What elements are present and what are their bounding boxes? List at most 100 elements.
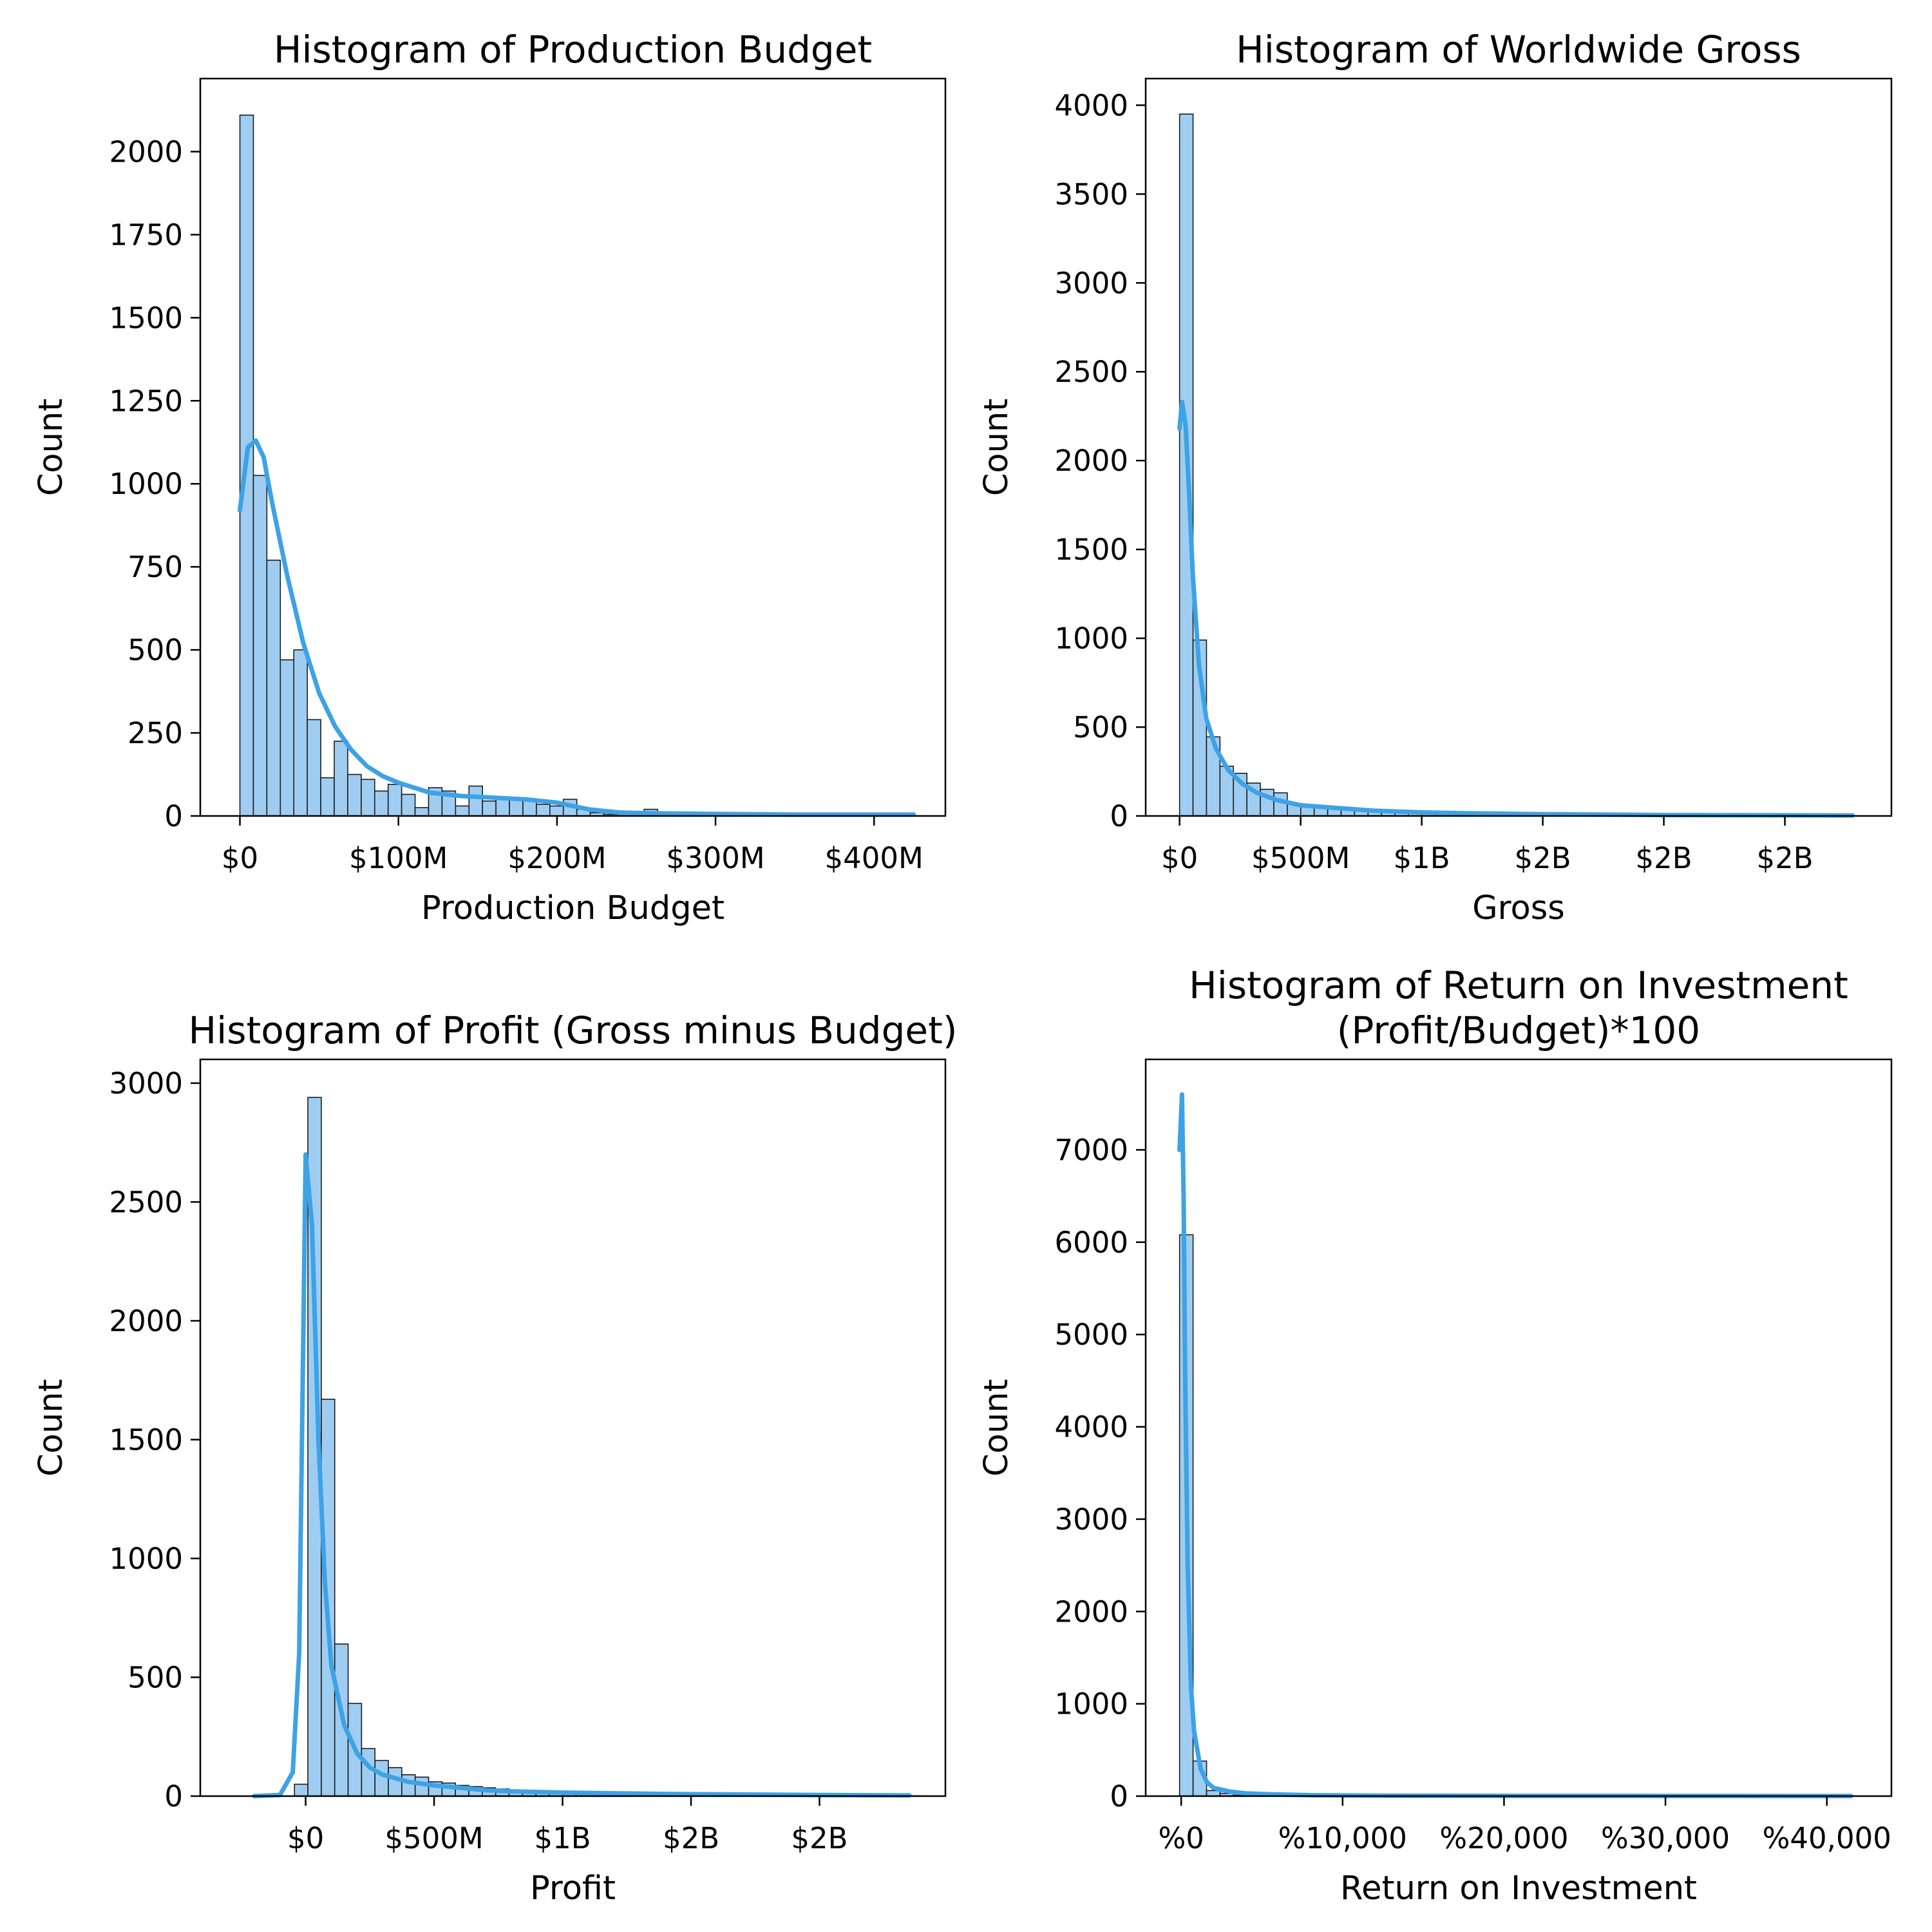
x-tick-label: $100M (349, 841, 448, 875)
y-tick-label: 1000 (1054, 621, 1128, 656)
x-tick-label: $2B (1757, 841, 1814, 875)
chart-title: Histogram of Production Budget (274, 28, 872, 71)
chart-title: Histogram of Worldwide Gross (1236, 28, 1801, 71)
y-tick-label: 3500 (1054, 177, 1128, 211)
histogram-bar (536, 804, 551, 817)
y-tick-label: 2000 (1054, 1595, 1128, 1629)
x-axis-label: Profit (530, 1870, 616, 1908)
x-tick-label: $2B (791, 1821, 848, 1855)
y-tick-label: 2000 (109, 1304, 183, 1338)
y-axis-label: Count (978, 1379, 1016, 1476)
y-tick-label: 1000 (1054, 1687, 1128, 1721)
histogram-bar (401, 793, 416, 817)
y-tick-label: 0 (1110, 1779, 1128, 1814)
x-tick-label: %30,000 (1601, 1821, 1730, 1855)
histogram-bar (401, 1774, 416, 1797)
y-tick-label: 0 (164, 799, 183, 833)
histogram-bar (495, 799, 510, 817)
histogram-bar (252, 475, 268, 817)
histogram-bar (293, 649, 308, 817)
histogram-bar (361, 1748, 376, 1797)
kde-curve (238, 438, 916, 817)
histogram-bar (388, 1766, 402, 1797)
x-axis-label: Return on Investment (1340, 1870, 1697, 1908)
y-tick-label: 1000 (109, 1542, 183, 1576)
chart-title: Histogram of Profit (Gross minus Budget) (189, 1009, 958, 1052)
y-tick-label: 4000 (1054, 88, 1128, 122)
y-tick-label: 1500 (109, 301, 183, 335)
histogram-bar (455, 805, 470, 817)
x-tick-label: $0 (222, 841, 258, 875)
histogram-bar (334, 741, 348, 817)
y-tick-label: 250 (128, 716, 183, 750)
y-tick-label: 1000 (109, 467, 183, 501)
y-tick-label: 1500 (1054, 533, 1128, 567)
x-axis-label: Gross (1472, 889, 1565, 927)
y-tick-label: 1500 (109, 1423, 183, 1457)
y-tick-label: 3000 (1054, 266, 1128, 300)
histogram-bar (1273, 792, 1288, 817)
plot-frame (199, 1058, 947, 1797)
x-tick-label: $400M (825, 841, 923, 875)
y-tick-label: 0 (1110, 799, 1128, 833)
histogram-bar (320, 777, 335, 817)
y-tick-label: 3000 (109, 1066, 183, 1101)
plot-frame (1144, 1058, 1893, 1797)
histogram-panel-2: 0 500 1000 1500 2000 2500 3000 3500 4000 $0 $500M $… (978, 28, 1893, 927)
y-tick-label: 1750 (109, 218, 183, 252)
histogram-bar (374, 1759, 389, 1797)
histogram-bar (279, 659, 295, 817)
kde-curve (252, 1152, 912, 1799)
x-tick-label: $2B (1515, 841, 1571, 875)
histogram-bar (468, 785, 483, 817)
x-tick-label: $500M (1251, 841, 1350, 875)
chart-title: Histogram of Return on Investment (Profit… (1189, 963, 1848, 1052)
x-tick-label: %40,000 (1763, 1821, 1891, 1855)
x-tick-label: $500M (384, 1821, 483, 1855)
plot-frame (199, 77, 947, 817)
histogram-bar (509, 799, 524, 817)
histogram-bar (347, 773, 362, 817)
y-tick-label: 750 (128, 550, 183, 584)
y-tick-label: 2500 (109, 1185, 183, 1219)
histogram-panel-3: 0 500 1000 1500 2000 2500 3000 $0 $500M $1B $2B $2B… (32, 1009, 957, 1908)
histogram-bar (307, 719, 321, 817)
x-tick-label: $0 (287, 1821, 324, 1855)
x-tick-label: %20,000 (1439, 1821, 1568, 1855)
histogram-panel-1: 0 250 500 750 1000 1250 1500 1750 2000 $0 $100M $20… (32, 28, 947, 927)
y-axis-label: Count (32, 1379, 70, 1476)
x-tick-label: $1B (534, 1821, 591, 1855)
plot-frame (1144, 77, 1893, 817)
y-tick-label: 2000 (1054, 444, 1128, 478)
histogram-bar (1206, 1790, 1221, 1797)
x-tick-label: $2B (1636, 841, 1692, 875)
histogram-bar (266, 560, 281, 817)
histogram-bar (374, 790, 389, 817)
x-tick-label: $2B (663, 1821, 719, 1855)
y-tick-label: 500 (1073, 710, 1128, 744)
y-tick-label: 1250 (109, 384, 183, 418)
y-tick-label: 4000 (1054, 1410, 1128, 1444)
y-tick-label: 0 (164, 1779, 183, 1814)
y-axis-label: Count (978, 399, 1016, 496)
x-tick-label: $1B (1394, 841, 1450, 875)
y-tick-label: 6000 (1054, 1226, 1128, 1260)
x-tick-label: $0 (1161, 841, 1198, 875)
y-tick-label: 5000 (1054, 1318, 1128, 1352)
histogram-bar (414, 807, 430, 817)
kde-curve (1177, 1092, 1853, 1799)
y-axis-label: Count (32, 399, 70, 496)
x-tick-label: $200M (507, 841, 606, 875)
x-tick-label: %10,000 (1278, 1821, 1407, 1855)
y-tick-label: 2500 (1054, 355, 1128, 389)
histogram-bar (361, 779, 375, 817)
histogram-bar (549, 805, 564, 817)
histogram-bar (482, 800, 497, 817)
y-tick-label: 500 (128, 1660, 183, 1694)
y-tick-label: 2000 (109, 135, 183, 169)
histogram-bar (387, 784, 402, 817)
kde-curve (1177, 399, 1855, 818)
x-tick-label: $300M (666, 841, 764, 875)
y-tick-label: 7000 (1054, 1133, 1128, 1167)
